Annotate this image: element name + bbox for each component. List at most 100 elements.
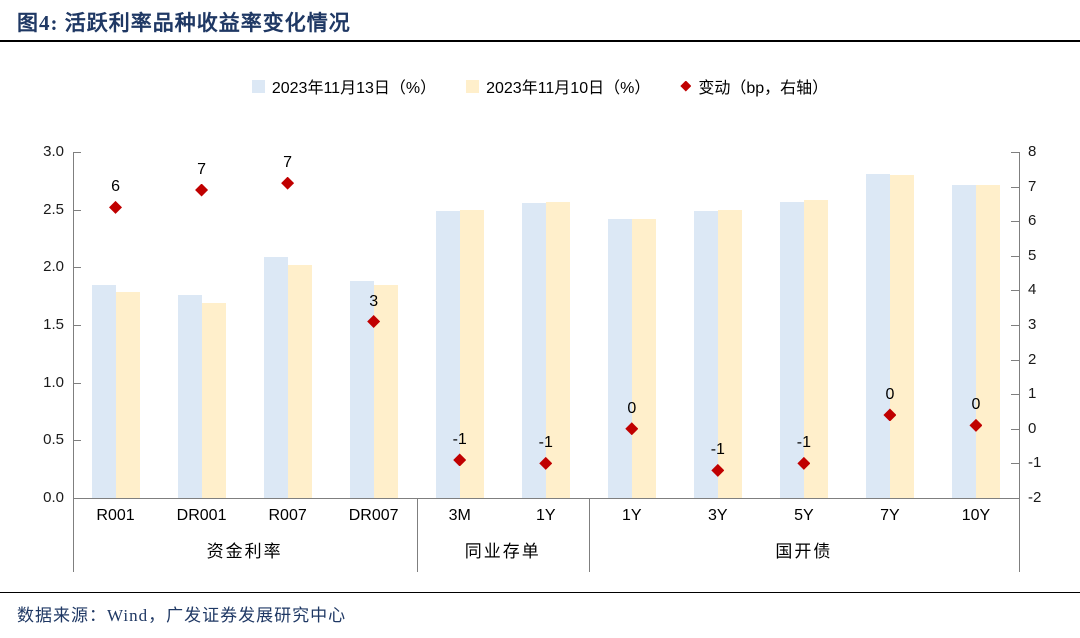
y-axis-right-tick-label: -1 <box>1028 454 1042 472</box>
y-axis-left-tick-label: 2.0 <box>43 258 64 276</box>
bar-nov13 <box>521 202 546 498</box>
bar-nov13 <box>779 201 804 498</box>
category-group-label: 资金利率 <box>206 542 283 561</box>
change-value-label: 7 <box>283 154 293 172</box>
legend-item: 2023年11月13日（%） <box>251 74 437 98</box>
x-category-label: 5Y <box>794 507 814 524</box>
y-axis-left-tick <box>73 325 81 326</box>
y-axis-left-tick <box>73 498 81 499</box>
bar-nov13 <box>693 210 718 498</box>
bar-nov10 <box>889 175 914 498</box>
bar-nov10 <box>459 209 484 498</box>
bar-nov13 <box>607 218 632 498</box>
y-axis-left-tick-label: 1.5 <box>43 316 64 333</box>
x-category-label: 1Y <box>535 507 556 524</box>
y-axis-right-tick-label: 7 <box>1028 177 1037 195</box>
category-group-divider <box>416 498 418 572</box>
bar-nov13 <box>349 281 374 498</box>
bar-nov13 <box>951 185 976 498</box>
bar-nov10 <box>803 200 828 498</box>
y-axis-right-tick <box>1011 463 1019 465</box>
change-diamond-marker <box>539 456 553 470</box>
bar-nov10 <box>115 291 140 498</box>
change-diamond-marker <box>195 183 209 197</box>
bar-nov10 <box>631 218 656 498</box>
y-axis-right-tick <box>1011 152 1019 153</box>
bar-nov13 <box>865 173 890 498</box>
y-axis-right-tick <box>1011 221 1019 223</box>
legend-item: 2023年11月10日（%） <box>466 74 650 98</box>
change-value-label: 3 <box>369 292 379 310</box>
bar-nov13 <box>91 284 116 498</box>
y-axis-right-tick-label: 5 <box>1028 246 1037 264</box>
y-axis-right <box>1019 152 1020 572</box>
figure-bottom-divider-line <box>0 592 1080 593</box>
y-axis-left-tick-label: 1.0 <box>43 373 64 391</box>
bar-nov13 <box>177 295 202 498</box>
bar-nov13 <box>263 256 288 498</box>
bar-nov10 <box>201 303 226 498</box>
legend-label: 2023年11月13日（%） <box>271 80 437 97</box>
y-axis-right-tick-label: 1 <box>1028 385 1037 403</box>
change-value-label: 6 <box>111 178 120 196</box>
bar-nov10 <box>545 201 570 498</box>
y-axis-left-tick <box>73 152 81 153</box>
y-axis-left-tick-label: 2.5 <box>43 200 64 218</box>
change-diamond-marker <box>625 422 639 436</box>
change-diamond-marker <box>453 453 467 467</box>
change-diamond-marker <box>883 408 897 422</box>
y-axis-right-tick-label: 4 <box>1028 281 1037 299</box>
change-value-label: 0 <box>885 385 895 403</box>
y-axis-right-tick-label: 2 <box>1028 350 1037 368</box>
y-axis-right-tick <box>1011 325 1019 326</box>
title-divider-line <box>0 40 1080 42</box>
legend-bar-swatch <box>466 79 480 93</box>
y-axis-right-tick <box>1011 255 1019 257</box>
y-axis-left-tick <box>73 382 81 384</box>
change-diamond-marker <box>711 463 725 477</box>
y-axis-right-tick-label: -2 <box>1028 489 1042 506</box>
change-value-label: 0 <box>627 399 637 417</box>
change-value-label: -1 <box>796 434 811 452</box>
y-axis-left-tick <box>73 209 81 211</box>
x-category-label: 3M <box>448 507 471 524</box>
chart-legend: 2023年11月13日（%） 2023年11月10日（%） 变动（bp，右轴） <box>0 74 1080 98</box>
figure-title: 图4: 活跃利率品种收益率变化情况 <box>17 11 351 35</box>
data-source-text: 数据来源：Wind，广发证券发展研究中心 <box>17 606 347 625</box>
y-axis-left-tick <box>73 440 81 442</box>
bar-nov13 <box>435 210 460 498</box>
y-axis-right-tick <box>1011 428 1019 430</box>
x-category-label: DR007 <box>348 507 399 524</box>
change-diamond-marker <box>367 315 381 329</box>
x-category-label: 3Y <box>708 507 728 524</box>
y-axis-right-tick <box>1011 394 1019 396</box>
legend-label: 变动（bp，右轴） <box>698 80 829 97</box>
x-category-label: 1Y <box>621 507 642 524</box>
legend-bar-swatch <box>251 79 265 93</box>
change-value-label: -1 <box>538 434 553 452</box>
y-axis-right-tick-label: 8 <box>1028 143 1037 160</box>
category-group-label: 同业存单 <box>464 542 541 561</box>
legend-diamond-icon <box>680 80 692 92</box>
bar-nov10 <box>287 265 312 498</box>
change-diamond-marker <box>281 176 295 190</box>
legend-label: 2023年11月10日（%） <box>486 80 651 97</box>
y-axis-left-tick-label: 0.0 <box>43 489 64 506</box>
x-category-label: 7Y <box>880 507 900 524</box>
category-group-divider <box>588 498 590 572</box>
change-value-label: 7 <box>197 161 207 179</box>
x-category-label: DR001 <box>176 507 227 524</box>
change-value-label: -1 <box>452 430 467 448</box>
change-diamond-marker <box>797 456 811 470</box>
y-axis-right-tick-label: 3 <box>1028 316 1037 333</box>
x-axis <box>72 498 1019 499</box>
legend-item: 变动（bp，右轴） <box>680 74 828 98</box>
y-axis-right-tick <box>1011 498 1019 499</box>
y-axis-left-tick-label: 3.0 <box>43 143 64 160</box>
x-category-label: R007 <box>268 507 307 524</box>
change-value-label: -1 <box>710 441 725 459</box>
x-category-label: 10Y <box>961 507 991 524</box>
bar-nov10 <box>975 185 1000 498</box>
